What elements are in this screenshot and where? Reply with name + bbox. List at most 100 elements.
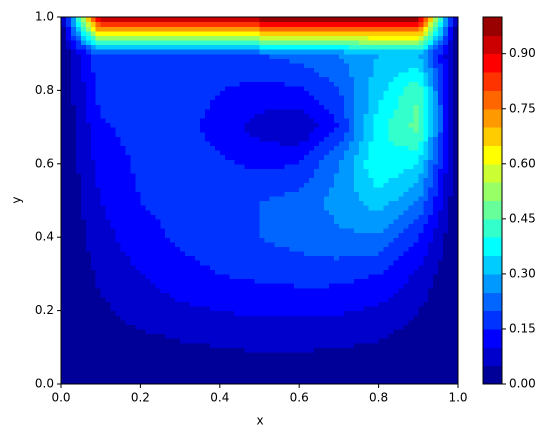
contour-cell [155,140,161,147]
contour-cell [135,209,141,215]
contour-cell [378,168,385,174]
contour-cell [65,269,72,275]
contour-cell [170,94,176,101]
contour-cell [65,172,72,179]
contour-cell [219,338,226,344]
contour-cell [314,90,320,96]
contour-cell [70,324,77,330]
contour-cell [358,232,365,238]
contour-cell [428,131,434,137]
contour-cell [338,191,345,197]
contour-cell [373,292,380,298]
contour-cell [135,273,141,280]
contour-cell [120,351,127,358]
contour-cell [65,292,72,298]
contour-cell [324,301,330,307]
contour-cell [85,172,92,179]
contour-cell [125,333,132,339]
contour-cell [259,209,266,215]
contour-cell [363,328,370,335]
contour-cell [110,333,117,339]
contour-cell [358,250,365,257]
contour-cell [408,246,414,252]
contour-cell [80,269,87,275]
contour-cell [214,136,221,142]
contour-cell [140,374,146,381]
contour-cell [299,241,305,247]
contour-cell [328,250,335,257]
contour-cell [90,182,97,188]
contour-cell [299,131,305,137]
contour-cell [204,273,211,280]
contour-cell [155,136,161,142]
contour-cell [358,182,365,188]
contour-cell [219,122,226,128]
contour-cell [65,278,72,284]
contour-cell [289,99,295,105]
contour-cell [348,90,355,96]
contour-cell [254,108,261,114]
contour-cell [190,113,196,119]
contour-cell [448,191,454,197]
contour-cell [403,127,409,133]
contour-cell [224,361,231,367]
contour-cell [309,195,315,202]
contour-cell [324,306,330,312]
contour-cell [304,296,310,303]
contour-cell [85,163,92,169]
contour-cell [259,136,266,142]
contour-cell [110,347,117,353]
contour-cell [95,250,102,257]
contour-cell [274,228,280,234]
contour-cell [274,260,280,266]
contour-cell [289,328,295,335]
contour-cell [150,328,156,335]
contour-cell [85,136,92,142]
contour-cell [309,310,315,316]
contour-cell [234,324,241,330]
contour-cell [328,287,335,293]
contour-cell [264,342,271,348]
contour-cell [289,379,295,385]
contour-cell [259,287,266,293]
contour-cell [373,145,380,151]
contour-cell [333,351,340,358]
contour-cell [194,182,201,188]
contour-cell [70,218,77,225]
contour-cell [294,287,300,293]
contour-cell [269,342,275,348]
contour-cell [378,159,385,165]
contour-cell [383,342,390,348]
contour-cell [204,287,211,293]
contour-cell [383,140,390,147]
contour-cell [259,131,266,137]
contour-cell [254,370,261,376]
contour-cell [150,122,156,128]
contour-cell [408,324,414,330]
contour-cell [145,228,151,234]
contour-cell [185,113,191,119]
contour-cell [443,374,449,381]
contour-cell [204,228,211,234]
contour-cell [254,99,261,105]
contour-cell [453,177,459,183]
contour-cell [324,90,330,96]
contour-cell [105,150,112,156]
contour-cell [194,296,201,303]
contour-cell [249,191,256,197]
contour-cell [324,310,330,316]
contour-cell [120,241,127,247]
contour-cell [309,209,315,215]
contour-cell [95,315,102,321]
contour-cell [244,186,251,192]
contour-cell [363,117,370,124]
contour-cell [433,370,439,376]
contour-cell [453,351,459,358]
contour-cell [185,250,191,257]
contour-cell [80,264,87,270]
contour-cell [165,333,171,339]
contour-cell [115,264,122,270]
contour-cell [423,278,429,284]
contour-cell [105,296,112,303]
contour-cell [348,250,355,257]
